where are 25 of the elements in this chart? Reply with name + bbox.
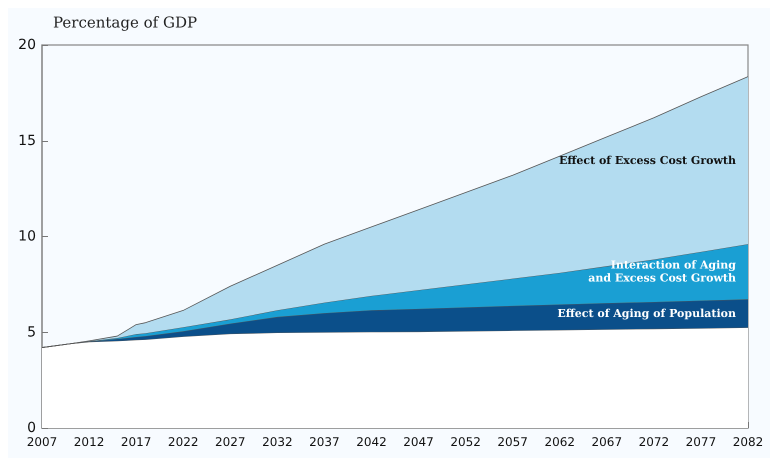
x-tick-label: 2012 (74, 435, 104, 449)
x-tick-label: 2037 (309, 435, 340, 449)
x-tick-label: 2022 (168, 435, 198, 449)
x-tick-label: 2027 (214, 435, 246, 449)
x-tick-label: 2057 (497, 435, 528, 449)
x-tick-label: 2052 (450, 435, 481, 449)
series-label: Interaction of Aging and Excess Cost Growth (588, 258, 736, 285)
x-tick-label: 2082 (732, 435, 764, 449)
x-tick-label: 2067 (592, 435, 622, 449)
series-label: Effect of Excess Cost Growth (558, 154, 736, 167)
y-tick-label: 20 (18, 37, 36, 53)
x-tick-label: 2032 (262, 435, 293, 449)
x-tick-label: 2042 (356, 435, 387, 449)
x-tick-label: 2062 (544, 435, 576, 449)
x-tick-label: 2072 (638, 435, 670, 449)
y-tick-label: 10 (18, 228, 36, 244)
chart-title: Percentage of GDP (53, 14, 198, 32)
y-tick-label: 0 (27, 420, 36, 436)
x-tick-label: 2017 (120, 435, 152, 449)
x-tick-label: 2077 (686, 435, 716, 449)
y-tick-label: 15 (18, 132, 36, 149)
x-tick-label: 2007 (26, 435, 58, 449)
series-label: Effect of Aging of Population (557, 306, 736, 320)
y-tick-label: 5 (27, 324, 36, 340)
x-tick-label: 2047 (403, 435, 434, 449)
